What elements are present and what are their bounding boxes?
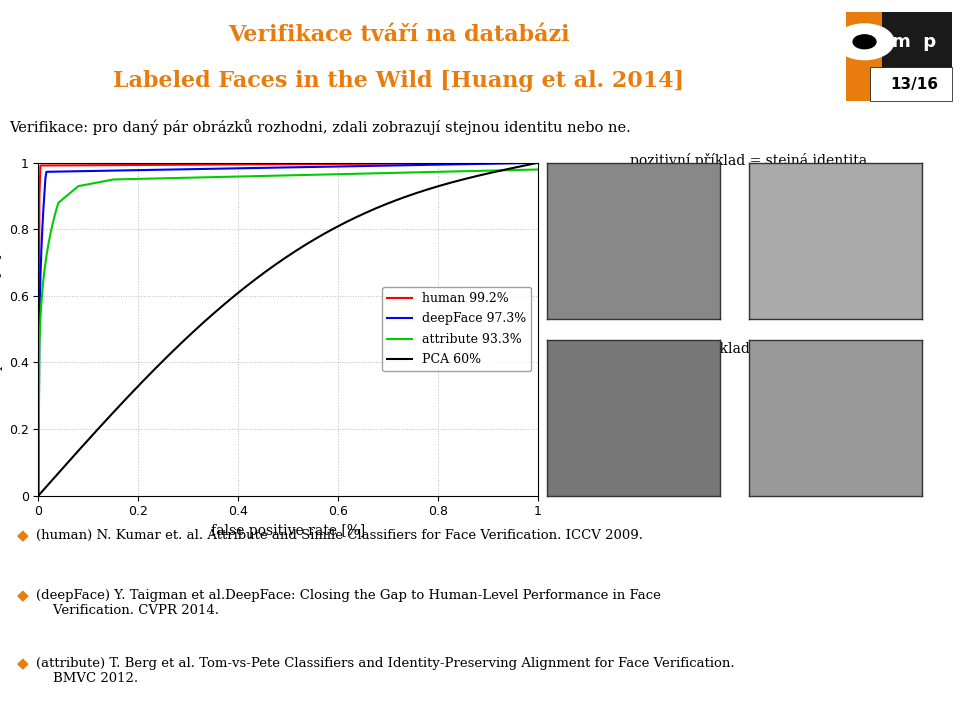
Line: attribute 93.3%: attribute 93.3%: [38, 169, 538, 496]
PCA 60%: [270, 261, 281, 269]
attribute 93.3%: [442, 167, 453, 176]
human 99.2%: [302, 160, 314, 169]
Text: (human) N. Kumar et. al. Attribute and Simile Classifiers for Face Verification.: (human) N. Kumar et. al. Attribute and S…: [36, 530, 643, 542]
human 99.2%: [442, 159, 453, 168]
Text: pozitivní příklad = stejná identita: pozitivní příklad = stejná identita: [630, 153, 868, 168]
attribute 93.3%: [532, 165, 543, 173]
human 99.2%: [532, 159, 543, 167]
human 99.2%: [519, 159, 531, 167]
FancyBboxPatch shape: [846, 12, 952, 101]
human 99.2%: [33, 491, 44, 500]
attribute 93.3%: [270, 171, 281, 180]
FancyBboxPatch shape: [846, 12, 881, 101]
Circle shape: [853, 35, 876, 49]
Y-axis label: true positive rate [%]: true positive rate [%]: [0, 254, 3, 404]
PCA 60%: [519, 161, 531, 169]
FancyBboxPatch shape: [870, 67, 952, 101]
attribute 93.3%: [519, 166, 531, 174]
Text: ◆: ◆: [17, 589, 29, 603]
Text: negativní příklad = různé identity: negativní příklad = různé identity: [629, 341, 869, 356]
deepFace 97.3%: [532, 159, 543, 167]
Line: deepFace 97.3%: deepFace 97.3%: [38, 163, 538, 496]
Text: (deepFace) Y. Taigman et al.DeepFace: Closing the Gap to Human-Level Performance: (deepFace) Y. Taigman et al.DeepFace: Cl…: [36, 589, 660, 617]
Legend: human 99.2%, deepFace 97.3%, attribute 93.3%, PCA 60%: human 99.2%, deepFace 97.3%, attribute 9…: [382, 287, 531, 372]
Line: human 99.2%: human 99.2%: [38, 163, 538, 496]
deepFace 97.3%: [270, 164, 281, 172]
Text: 13/16: 13/16: [890, 77, 938, 92]
Text: ◆: ◆: [17, 530, 29, 543]
X-axis label: false positive rate [%]: false positive rate [%]: [211, 524, 365, 538]
human 99.2%: [270, 160, 281, 169]
PCA 60%: [329, 223, 341, 232]
PCA 60%: [442, 179, 453, 188]
human 99.2%: [329, 160, 341, 169]
PCA 60%: [273, 258, 284, 267]
Text: (attribute) T. Berg et al. Tom-vs-Pete Classifiers and Identity-Preserving Align: (attribute) T. Berg et al. Tom-vs-Pete C…: [36, 657, 734, 685]
Circle shape: [835, 24, 894, 59]
attribute 93.3%: [33, 491, 44, 500]
attribute 93.3%: [302, 171, 314, 179]
attribute 93.3%: [273, 171, 284, 180]
Text: m  p: m p: [892, 33, 936, 51]
deepFace 97.3%: [519, 159, 531, 167]
deepFace 97.3%: [33, 491, 44, 500]
Line: PCA 60%: PCA 60%: [38, 163, 538, 496]
deepFace 97.3%: [329, 162, 341, 171]
Text: Labeled Faces in the Wild [Huang et al. 2014]: Labeled Faces in the Wild [Huang et al. …: [113, 70, 684, 93]
deepFace 97.3%: [442, 160, 453, 169]
Text: ◆: ◆: [17, 657, 29, 670]
attribute 93.3%: [329, 170, 341, 178]
PCA 60%: [302, 239, 314, 247]
deepFace 97.3%: [273, 164, 284, 172]
PCA 60%: [33, 491, 44, 500]
Text: Verifikace: pro daný pár obrázků rozhodni, zdali zobrazují stejnou identitu nebo: Verifikace: pro daný pár obrázků rozhodn…: [10, 120, 632, 135]
Text: Verifikace tváří na databázi: Verifikace tváří na databázi: [228, 24, 569, 46]
deepFace 97.3%: [302, 163, 314, 171]
PCA 60%: [532, 159, 543, 167]
human 99.2%: [273, 160, 284, 169]
